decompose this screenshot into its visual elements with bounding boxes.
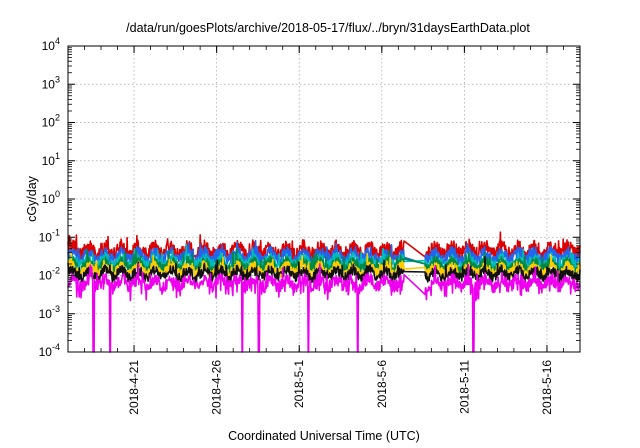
y-tick-exponent: -3: [52, 304, 60, 314]
y-tick-exponent: 2: [55, 113, 60, 123]
y-tick-base: 10: [39, 230, 53, 244]
y-tick-label: 10-2: [39, 266, 60, 283]
y-tick-base: 10: [39, 307, 53, 321]
series-line: [67, 231, 581, 262]
y-tick-exponent: 1: [55, 151, 60, 161]
x-axis: 2018-4-21 2018-4-26 2018-5-1 2018-5-6 2018-5…: [84, 46, 564, 415]
y-tick-base: 10: [39, 269, 53, 283]
x-tick-label: 2018-5-16: [540, 360, 554, 415]
y-axis-label: cGy/day: [25, 175, 39, 222]
x-tick-label: 2018-4-26: [210, 360, 224, 415]
y-tick-base: 10: [42, 154, 56, 168]
y-tick-exponent: -2: [52, 266, 60, 276]
y-tick-label: 104: [42, 36, 60, 53]
y-tick-base: 10: [42, 116, 56, 130]
y-tick-base: 10: [42, 192, 56, 206]
y-tick-label: 100: [42, 189, 60, 206]
y-tick-label: 103: [42, 74, 60, 91]
y-tick-label: 10-1: [39, 227, 60, 244]
x-tick-label: 2018-5-6: [375, 360, 389, 408]
y-tick-base: 10: [42, 77, 56, 91]
x-tick-label: 2018-5-11: [457, 360, 471, 414]
y-tick-exponent: 3: [55, 74, 60, 84]
chart-title: /data/run/goesPlots/archive/2018-05-17/f…: [126, 21, 530, 35]
y-tick-base: 10: [39, 345, 53, 359]
x-tick-label: 2018-4-21: [127, 360, 141, 415]
series-line: [67, 263, 581, 353]
y-tick-label: 101: [42, 151, 60, 168]
series-group: [67, 231, 581, 353]
y-tick-exponent: 0: [55, 189, 60, 199]
y-tick-base: 10: [42, 39, 56, 53]
x-tick-label: 2018-5-1: [292, 360, 306, 408]
y-tick-label: 102: [42, 113, 60, 130]
y-tick-exponent: -4: [52, 342, 60, 352]
y-tick-exponent: 4: [55, 36, 60, 46]
y-tick-label: 10-3: [39, 304, 60, 321]
y-tick-label: 10-4: [39, 342, 60, 359]
grid: [68, 46, 580, 352]
x-axis-label: Coordinated Universal Time (UTC): [228, 429, 420, 443]
y-tick-exponent: -1: [52, 227, 60, 237]
